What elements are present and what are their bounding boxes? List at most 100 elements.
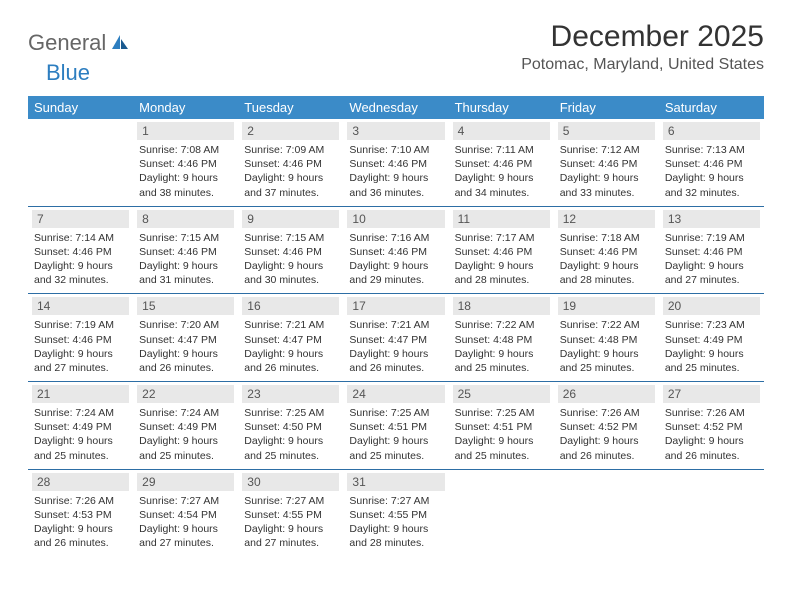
cell-body: Sunrise: 7:25 AMSunset: 4:51 PMDaylight:… xyxy=(453,406,550,463)
day-number: 26 xyxy=(558,385,655,403)
calendar-cell: 22 Sunrise: 7:24 AMSunset: 4:49 PMDayligh… xyxy=(133,382,238,470)
cell-body: Sunrise: 7:27 AMSunset: 4:55 PMDaylight:… xyxy=(242,494,339,551)
day-number: 24 xyxy=(347,385,444,403)
cell-body: Sunrise: 7:21 AMSunset: 4:47 PMDaylight:… xyxy=(347,318,444,375)
title-block: December 2025 Potomac, Maryland, United … xyxy=(521,20,764,74)
cell-body: Sunrise: 7:25 AMSunset: 4:51 PMDaylight:… xyxy=(347,406,444,463)
cell-body: Sunrise: 7:26 AMSunset: 4:53 PMDaylight:… xyxy=(32,494,129,551)
day-number: 4 xyxy=(453,122,550,140)
calendar-cell: 8 Sunrise: 7:15 AMSunset: 4:46 PMDaylight… xyxy=(133,206,238,294)
calendar-cell xyxy=(554,469,659,556)
calendar-cell: 3 Sunrise: 7:10 AMSunset: 4:46 PMDaylight… xyxy=(343,119,448,206)
cell-body: Sunrise: 7:09 AMSunset: 4:46 PMDaylight:… xyxy=(242,143,339,200)
calendar-row: 28Sunrise: 7:26 AMSunset: 4:53 PMDayligh… xyxy=(28,469,764,556)
location: Potomac, Maryland, United States xyxy=(521,56,764,74)
cell-body: Sunrise: 7:24 AMSunset: 4:49 PMDaylight:… xyxy=(137,406,234,463)
day-number: 25 xyxy=(453,385,550,403)
calendar-table: Sunday Monday Tuesday Wednesday Thursday… xyxy=(28,96,764,556)
cell-body: Sunrise: 7:19 AMSunset: 4:46 PMDaylight:… xyxy=(663,231,760,288)
cell-body: Sunrise: 7:15 AMSunset: 4:46 PMDaylight:… xyxy=(137,231,234,288)
calendar-cell: 5 Sunrise: 7:12 AMSunset: 4:46 PMDaylight… xyxy=(554,119,659,206)
calendar-cell: 25 Sunrise: 7:25 AMSunset: 4:51 PMDayligh… xyxy=(449,382,554,470)
day-number: 1 xyxy=(137,122,234,140)
calendar-cell: 29Sunrise: 7:27 AMSunset: 4:54 PMDayligh… xyxy=(133,469,238,556)
calendar-cell: 23 Sunrise: 7:25 AMSunset: 4:50 PMDayligh… xyxy=(238,382,343,470)
day-number: 29 xyxy=(137,473,234,491)
day-number: 17 xyxy=(347,297,444,315)
day-header-mon: Monday xyxy=(133,96,238,119)
day-header-row: Sunday Monday Tuesday Wednesday Thursday… xyxy=(28,96,764,119)
cell-body: Sunrise: 7:20 AMSunset: 4:47 PMDaylight:… xyxy=(137,318,234,375)
calendar-cell xyxy=(449,469,554,556)
day-number: 7 xyxy=(32,210,129,228)
day-header-sat: Saturday xyxy=(659,96,764,119)
cell-body: Sunrise: 7:22 AMSunset: 4:48 PMDaylight:… xyxy=(453,318,550,375)
calendar-row: 1 Sunrise: 7:08 AMSunset: 4:46 PMDaylight… xyxy=(28,119,764,206)
day-number: 14 xyxy=(32,297,129,315)
month-title: December 2025 xyxy=(521,20,764,54)
cell-body: Sunrise: 7:08 AMSunset: 4:46 PMDaylight:… xyxy=(137,143,234,200)
day-number: 5 xyxy=(558,122,655,140)
cell-body: Sunrise: 7:14 AMSunset: 4:46 PMDaylight:… xyxy=(32,231,129,288)
day-number: 16 xyxy=(242,297,339,315)
day-header-sun: Sunday xyxy=(28,96,133,119)
calendar-cell: 9 Sunrise: 7:15 AMSunset: 4:46 PMDaylight… xyxy=(238,206,343,294)
cell-body: Sunrise: 7:26 AMSunset: 4:52 PMDaylight:… xyxy=(663,406,760,463)
calendar-row: 21Sunrise: 7:24 AMSunset: 4:49 PMDayligh… xyxy=(28,382,764,470)
day-number: 19 xyxy=(558,297,655,315)
calendar-cell: 26 Sunrise: 7:26 AMSunset: 4:52 PMDayligh… xyxy=(554,382,659,470)
calendar-cell: 12 Sunrise: 7:18 AMSunset: 4:46 PMDayligh… xyxy=(554,206,659,294)
day-number: 3 xyxy=(347,122,444,140)
cell-body: Sunrise: 7:19 AMSunset: 4:46 PMDaylight:… xyxy=(32,318,129,375)
day-number: 12 xyxy=(558,210,655,228)
cell-body: Sunrise: 7:21 AMSunset: 4:47 PMDaylight:… xyxy=(242,318,339,375)
day-number: 30 xyxy=(242,473,339,491)
calendar-cell: 18Sunrise: 7:22 AMSunset: 4:48 PMDayligh… xyxy=(449,294,554,382)
day-number: 13 xyxy=(663,210,760,228)
sail-icon xyxy=(110,33,130,51)
day-number: 8 xyxy=(137,210,234,228)
cell-body: Sunrise: 7:25 AMSunset: 4:50 PMDaylight:… xyxy=(242,406,339,463)
day-number: 6 xyxy=(663,122,760,140)
day-header-wed: Wednesday xyxy=(343,96,448,119)
logo-text-2: Blue xyxy=(46,60,90,86)
calendar-cell: 21Sunrise: 7:24 AMSunset: 4:49 PMDayligh… xyxy=(28,382,133,470)
logo-text-1: General xyxy=(28,30,106,56)
day-number: 2 xyxy=(242,122,339,140)
cell-body: Sunrise: 7:18 AMSunset: 4:46 PMDaylight:… xyxy=(558,231,655,288)
calendar-cell: 20Sunrise: 7:23 AMSunset: 4:49 PMDayligh… xyxy=(659,294,764,382)
day-header-tue: Tuesday xyxy=(238,96,343,119)
cell-body: Sunrise: 7:16 AMSunset: 4:46 PMDaylight:… xyxy=(347,231,444,288)
cell-body: Sunrise: 7:26 AMSunset: 4:52 PMDaylight:… xyxy=(558,406,655,463)
day-number: 22 xyxy=(137,385,234,403)
day-number: 9 xyxy=(242,210,339,228)
calendar-page: General December 2025 Potomac, Maryland,… xyxy=(0,0,792,566)
day-number: 23 xyxy=(242,385,339,403)
calendar-cell xyxy=(659,469,764,556)
calendar-cell: 14 Sunrise: 7:19 AMSunset: 4:46 PMDayligh… xyxy=(28,294,133,382)
calendar-cell: 13 Sunrise: 7:19 AMSunset: 4:46 PMDayligh… xyxy=(659,206,764,294)
cell-body: Sunrise: 7:27 AMSunset: 4:55 PMDaylight:… xyxy=(347,494,444,551)
calendar-cell: 10 Sunrise: 7:16 AMSunset: 4:46 PMDayligh… xyxy=(343,206,448,294)
calendar-cell: 28Sunrise: 7:26 AMSunset: 4:53 PMDayligh… xyxy=(28,469,133,556)
day-number: 15 xyxy=(137,297,234,315)
calendar-cell: 4 Sunrise: 7:11 AMSunset: 4:46 PMDaylight… xyxy=(449,119,554,206)
cell-body: Sunrise: 7:15 AMSunset: 4:46 PMDaylight:… xyxy=(242,231,339,288)
calendar-cell xyxy=(28,119,133,206)
cell-body: Sunrise: 7:12 AMSunset: 4:46 PMDaylight:… xyxy=(558,143,655,200)
calendar-cell: 27 Sunrise: 7:26 AMSunset: 4:52 PMDayligh… xyxy=(659,382,764,470)
calendar-cell: 17 Sunrise: 7:21 AMSunset: 4:47 PMDayligh… xyxy=(343,294,448,382)
day-header-thu: Thursday xyxy=(449,96,554,119)
calendar-cell: 30 Sunrise: 7:27 AMSunset: 4:55 PMDayligh… xyxy=(238,469,343,556)
cell-body: Sunrise: 7:11 AMSunset: 4:46 PMDaylight:… xyxy=(453,143,550,200)
calendar-row: 7 Sunrise: 7:14 AMSunset: 4:46 PMDaylight… xyxy=(28,206,764,294)
day-number: 10 xyxy=(347,210,444,228)
calendar-body: 1 Sunrise: 7:08 AMSunset: 4:46 PMDaylight… xyxy=(28,119,764,556)
cell-body: Sunrise: 7:24 AMSunset: 4:49 PMDaylight:… xyxy=(32,406,129,463)
calendar-cell: 11Sunrise: 7:17 AMSunset: 4:46 PMDayligh… xyxy=(449,206,554,294)
cell-body: Sunrise: 7:10 AMSunset: 4:46 PMDaylight:… xyxy=(347,143,444,200)
cell-body: Sunrise: 7:22 AMSunset: 4:48 PMDaylight:… xyxy=(558,318,655,375)
day-number: 11 xyxy=(453,210,550,228)
day-number: 27 xyxy=(663,385,760,403)
calendar-cell: 7 Sunrise: 7:14 AMSunset: 4:46 PMDaylight… xyxy=(28,206,133,294)
